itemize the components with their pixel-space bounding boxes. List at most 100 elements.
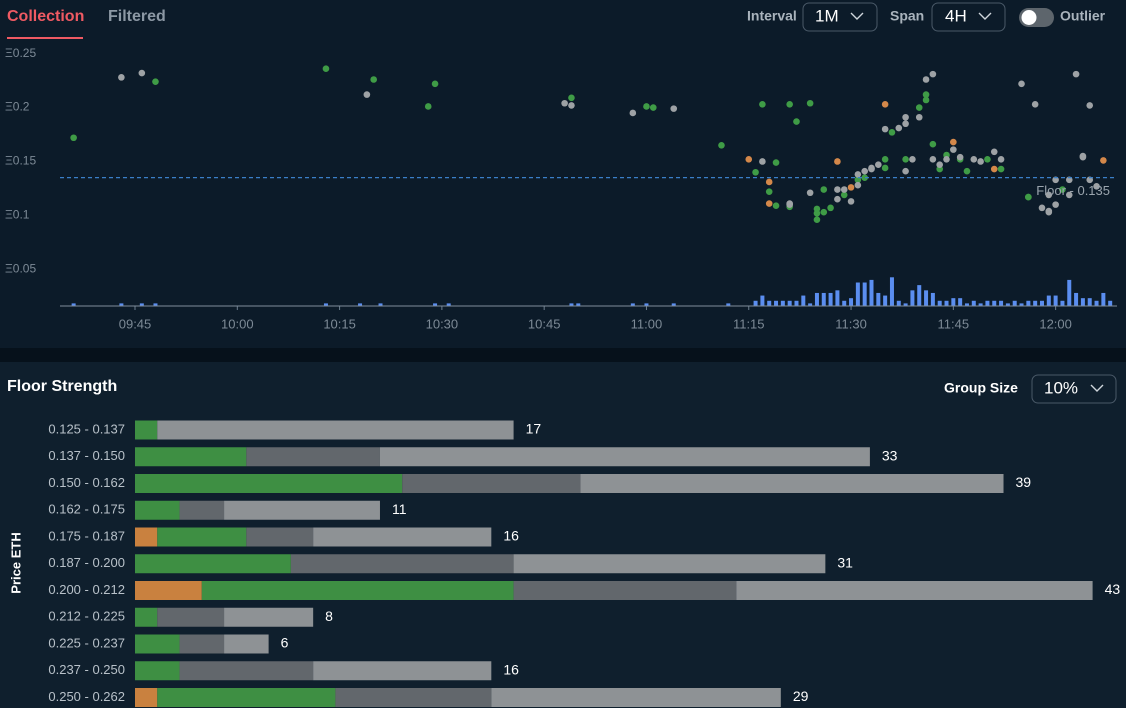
volume-bar xyxy=(1108,300,1113,306)
interval-select[interactable] xyxy=(802,2,878,32)
volume-bar xyxy=(760,295,765,306)
volume-bar xyxy=(774,300,779,306)
volume-bar xyxy=(910,290,915,306)
volume-bar xyxy=(726,303,731,306)
tab-underline xyxy=(7,37,83,39)
volume-bar xyxy=(767,300,772,306)
tab-filtered[interactable]: Filtered xyxy=(108,8,166,25)
total-label: 39 xyxy=(1016,474,1032,490)
sale-point xyxy=(854,171,862,178)
sale-point xyxy=(929,140,937,148)
total-label: 6 xyxy=(281,635,289,651)
sale-point xyxy=(827,204,834,212)
bar-segment xyxy=(135,474,403,493)
sale-point xyxy=(915,113,923,121)
sale-point xyxy=(793,118,800,125)
sale-point xyxy=(956,153,964,161)
volume-bar xyxy=(862,282,867,306)
bar-segment xyxy=(402,474,581,493)
sale-point xyxy=(1025,193,1032,201)
sale-point xyxy=(1100,157,1107,164)
volume-bar xyxy=(1005,303,1010,306)
sale-point xyxy=(834,195,841,203)
bar-segment xyxy=(135,554,291,574)
sale-point xyxy=(765,188,773,195)
sale-point xyxy=(915,104,923,111)
category-label: 0.212 - 0.225 xyxy=(48,609,125,624)
volume-bar xyxy=(917,285,922,306)
volume-bar xyxy=(944,300,949,306)
category-label: 0.162 - 0.175 xyxy=(48,502,125,517)
sale-point xyxy=(950,146,957,153)
x-tick-label: 11:30 xyxy=(835,316,867,331)
sale-point xyxy=(568,102,575,109)
sale-point xyxy=(70,134,77,142)
bar-segment xyxy=(135,527,158,547)
category-label: 0.250 - 0.262 xyxy=(48,689,125,704)
volume-bar xyxy=(1060,300,1065,306)
sale-point xyxy=(1072,70,1080,78)
bar-segment xyxy=(224,634,269,654)
bar-segment xyxy=(157,420,514,440)
total-label: 16 xyxy=(503,528,519,544)
volume-bar xyxy=(978,303,983,306)
divider xyxy=(0,348,1126,362)
volume-bar xyxy=(1053,295,1058,306)
volume-bar xyxy=(903,303,908,306)
group-size-value: 10% xyxy=(1044,378,1078,397)
sale-point xyxy=(861,174,868,181)
interval-label: Interval xyxy=(747,8,797,24)
bar-segment xyxy=(135,688,158,707)
sale-point xyxy=(895,124,903,132)
sale-point xyxy=(977,158,984,165)
volume-bar xyxy=(71,303,76,306)
sale-point xyxy=(834,158,841,165)
volume-bar xyxy=(999,300,1004,306)
bar-segment xyxy=(313,661,492,681)
top-panel xyxy=(0,0,1126,348)
category-label: 0.187 - 0.200 xyxy=(48,555,125,570)
span-select[interactable] xyxy=(931,2,1006,32)
volume-bar xyxy=(1074,292,1079,306)
sale-point xyxy=(936,161,943,169)
sale-point xyxy=(561,99,568,107)
chevron xyxy=(978,12,992,20)
sale-point xyxy=(1079,152,1087,160)
volume-bar xyxy=(671,303,676,306)
category-label: 0.137 - 0.150 xyxy=(48,448,125,463)
volume-bar xyxy=(1039,300,1044,306)
group-size-select[interactable] xyxy=(1031,374,1117,404)
sale-point xyxy=(881,125,889,133)
sale-point xyxy=(759,158,766,165)
volume-bar xyxy=(964,303,969,306)
x-tick-label: 11:15 xyxy=(733,316,765,331)
sale-point xyxy=(1052,201,1059,208)
bar-segment xyxy=(290,554,514,574)
span-value: 4H xyxy=(945,6,967,25)
sale-point xyxy=(1045,191,1053,199)
sale-point xyxy=(759,101,766,108)
bar-segment xyxy=(313,527,492,547)
sale-point xyxy=(772,202,780,209)
section-title: Floor Strength xyxy=(7,378,117,395)
volume-bar xyxy=(780,300,785,306)
sale-point xyxy=(431,80,439,88)
sale-point xyxy=(1045,207,1053,215)
sale-point xyxy=(902,156,909,163)
sale-point xyxy=(806,99,814,107)
sale-point xyxy=(847,184,855,191)
total-label: 33 xyxy=(882,447,898,463)
volume-bar xyxy=(139,303,144,306)
volume-bar xyxy=(753,300,758,306)
volume-bar xyxy=(849,298,854,306)
tab-collection[interactable]: Collection xyxy=(7,8,84,25)
sale-point xyxy=(840,191,848,199)
bar-segment xyxy=(379,447,870,467)
outlier-label: Outlier xyxy=(1060,8,1106,24)
volume-bar xyxy=(937,300,942,306)
sale-point xyxy=(752,168,759,176)
sale-point xyxy=(847,198,855,205)
y-tick-label: Ξ0.2 xyxy=(5,100,30,114)
volume-bar xyxy=(358,303,363,306)
total-label: 31 xyxy=(837,554,853,570)
